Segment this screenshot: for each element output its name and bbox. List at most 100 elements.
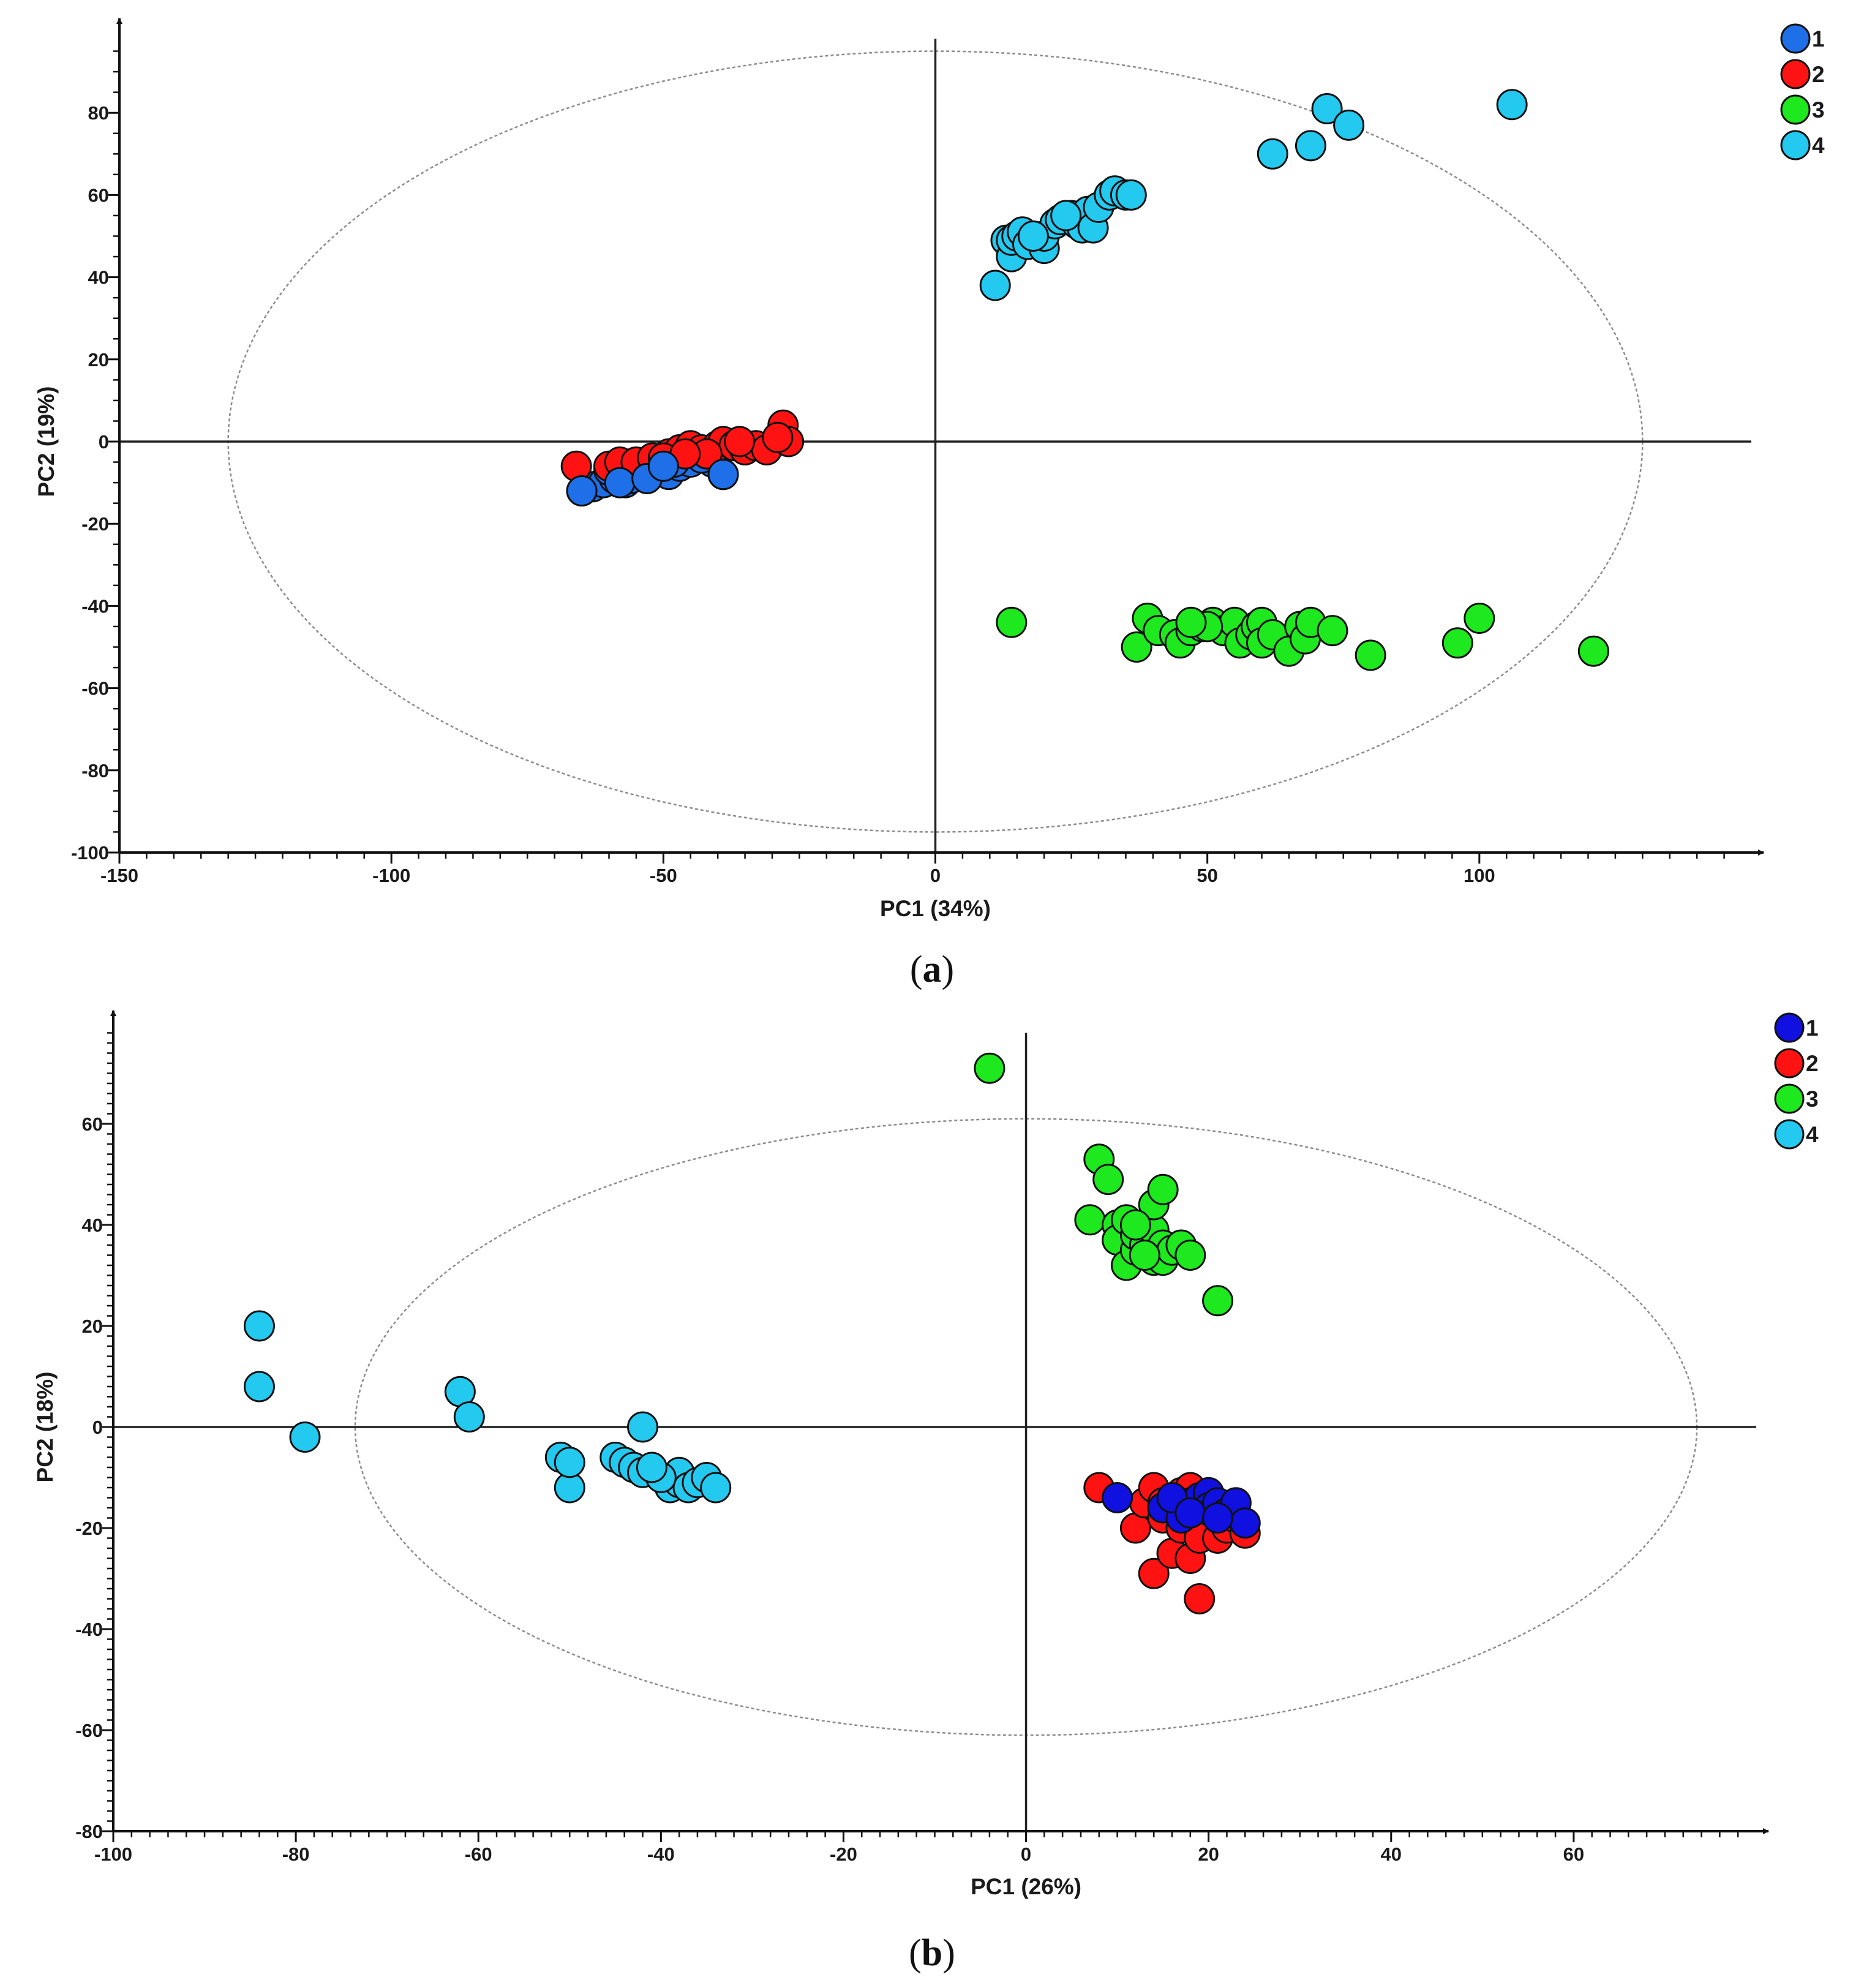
panel-b-point-group-3: [974, 1052, 1005, 1084]
panel-b-point-group-3: [1147, 1173, 1179, 1205]
panel-a-point-group-3: [1121, 631, 1152, 663]
panel-b-point-group-4: [289, 1421, 321, 1453]
panel-b-point-group-4: [627, 1411, 659, 1443]
panel-b-x-tick-label: 0: [1021, 1843, 1031, 1865]
panel-a-y-tick-label: -20: [81, 513, 109, 535]
panel-a-x-tick-label: -100: [372, 865, 410, 886]
panel-b-point-group-3: [1174, 1240, 1206, 1271]
panel-b-point-group-4: [636, 1451, 667, 1483]
panel-b-point-group-4: [453, 1401, 485, 1433]
panel-b-chart: -100 -80 -60 -40 -20 0 20 40 606040200-20-40-60-…: [32, 1010, 1819, 1899]
panel-b-label: (b): [909, 1932, 955, 1974]
panel-a-point-group-3: [1355, 639, 1386, 671]
panel-b-legend-label-2: 2: [1806, 1051, 1819, 1076]
panel-b-point-group-3: [1119, 1209, 1151, 1241]
panel-b-x-tick-label: -100: [94, 1843, 132, 1865]
panel-b-y-tick-label: 40: [82, 1214, 103, 1236]
panel-a-y-tick-label: 0: [99, 431, 109, 453]
panel-b-legend-marker-3: [1774, 1083, 1805, 1114]
panel-a-y-tick-label: 40: [88, 267, 109, 288]
panel-b-x-tick-label: 60: [1563, 1843, 1584, 1865]
panel-b-point-group-1: [1102, 1482, 1133, 1513]
panel-a-legend-label-3: 3: [1812, 97, 1825, 122]
panel-a-point-group-4: [1115, 179, 1147, 211]
panel-b-point-group-4: [243, 1371, 275, 1403]
panel-b-legend-label-4: 4: [1806, 1122, 1819, 1147]
panel-a-legend-label-2: 2: [1812, 62, 1825, 87]
panel-a-x-tick-label: 50: [1197, 865, 1217, 886]
panel-b-point-group-4: [700, 1472, 732, 1504]
panel-b-legend-label-1: 1: [1806, 1015, 1819, 1041]
panel-b-legend-marker-4: [1774, 1119, 1805, 1150]
panel-a-y-tick-label: 60: [88, 184, 109, 206]
panel-a-legend-marker-3: [1780, 94, 1811, 125]
panel-b-legend-marker-2: [1774, 1048, 1805, 1079]
panel-b-x-axis-title: PC1 (26%): [971, 1874, 1081, 1899]
panel-a-point-group-1: [647, 450, 679, 482]
panel-a-legend-label-1: 1: [1812, 26, 1825, 51]
panel-a-point-group-2: [724, 426, 756, 457]
panel-b-x-tick-label: 40: [1381, 1843, 1402, 1865]
panel-b-y-tick-label: -60: [75, 1720, 103, 1741]
panel-a-point-group-4: [1311, 92, 1343, 124]
panel-a-x-tick-label: 0: [930, 865, 941, 886]
panel-b-point-group-3: [1129, 1240, 1160, 1271]
panel-a-y-tick-label: 80: [88, 102, 109, 124]
panel-b-y-axis-title: PC2 (18%): [32, 1372, 58, 1483]
panel-b-point-group-2: [1184, 1583, 1216, 1614]
panel-b-x-tick-label: -20: [830, 1843, 857, 1865]
panel-a-point-group-4: [1496, 89, 1528, 121]
panel-b-y-tick-label: -20: [75, 1518, 103, 1539]
panel-a-point-group-2: [762, 421, 794, 453]
panel-a-label: (a): [910, 949, 954, 990]
panel-a-x-tick-label: -150: [100, 865, 138, 886]
panel-b-x-tick-label: 20: [1198, 1843, 1219, 1865]
panel-b-x-tick-label: -40: [647, 1843, 675, 1865]
panel-b-point-group-4: [243, 1310, 275, 1342]
panel-b-y-tick-label: 0: [92, 1417, 103, 1438]
panel-a-point-group-1: [604, 467, 636, 499]
panel-a-x-tick-label: -50: [650, 865, 677, 886]
panel-a-point-group-4: [1017, 220, 1049, 252]
panel-a-legend-marker-2: [1780, 59, 1811, 89]
panel-a-point-group-4: [1333, 109, 1365, 141]
panel-b-point-group-1: [1229, 1507, 1261, 1539]
panel-a-point-group-3: [1175, 606, 1207, 638]
panel-b-legend-label-3: 3: [1806, 1086, 1819, 1112]
panel-a-point-group-4: [1295, 130, 1326, 162]
panel-b-point-group-3: [1202, 1285, 1234, 1317]
panel-b-x-tick-label: -60: [465, 1843, 492, 1865]
panel-a-chart: -150 -100 -50 0 50 100806040200-20-40-60-80-1…: [34, 18, 1825, 921]
panel-a-y-tick-label: 20: [88, 349, 109, 371]
panel-b-point-group-1: [1202, 1502, 1234, 1534]
panel-a-point-group-3: [996, 606, 1028, 638]
panel-b-y-tick-label: -80: [75, 1821, 103, 1842]
panel-b-x-tick-label: -80: [282, 1843, 310, 1865]
panel-a-legend-marker-1: [1780, 23, 1811, 54]
panel-b-point-group-2: [1138, 1557, 1170, 1589]
panel-a-y-tick-label: -80: [81, 760, 109, 781]
panel-a-y-axis-title: PC2 (19%): [34, 386, 59, 497]
panel-a-point-group-4: [1050, 200, 1082, 232]
panel-b-point-group-3: [1074, 1204, 1106, 1236]
panel-a-y-tick-label: -100: [71, 842, 109, 864]
panel-a-point-group-3: [1317, 615, 1348, 647]
panel-a-point-group-3: [1464, 603, 1495, 634]
panel-a-point-group-3: [1577, 635, 1609, 667]
panel-a-y-tick-label: -40: [81, 595, 109, 617]
panel-a-point-group-3: [1441, 627, 1473, 659]
panel-a-x-tick-label: 100: [1464, 865, 1495, 886]
panel-a-y-tick-label: -60: [81, 678, 109, 699]
panel-a-x-axis-title: PC1 (34%): [880, 896, 991, 921]
panel-b-point-group-4: [554, 1447, 585, 1478]
panel-a-point-group-1: [566, 475, 598, 507]
panel-a-point-group-1: [707, 459, 739, 491]
panel-a-point-group-4: [1257, 138, 1288, 170]
panel-b-legend-marker-1: [1774, 1012, 1805, 1043]
panel-a-point-group-4: [979, 269, 1011, 301]
panel-b-point-group-1: [1174, 1497, 1206, 1529]
panel-b-point-group-3: [1092, 1164, 1124, 1195]
panel-b-y-tick-label: 20: [82, 1316, 103, 1337]
panel-a-legend-marker-4: [1780, 130, 1811, 160]
panel-a-legend-label-4: 4: [1812, 133, 1825, 158]
